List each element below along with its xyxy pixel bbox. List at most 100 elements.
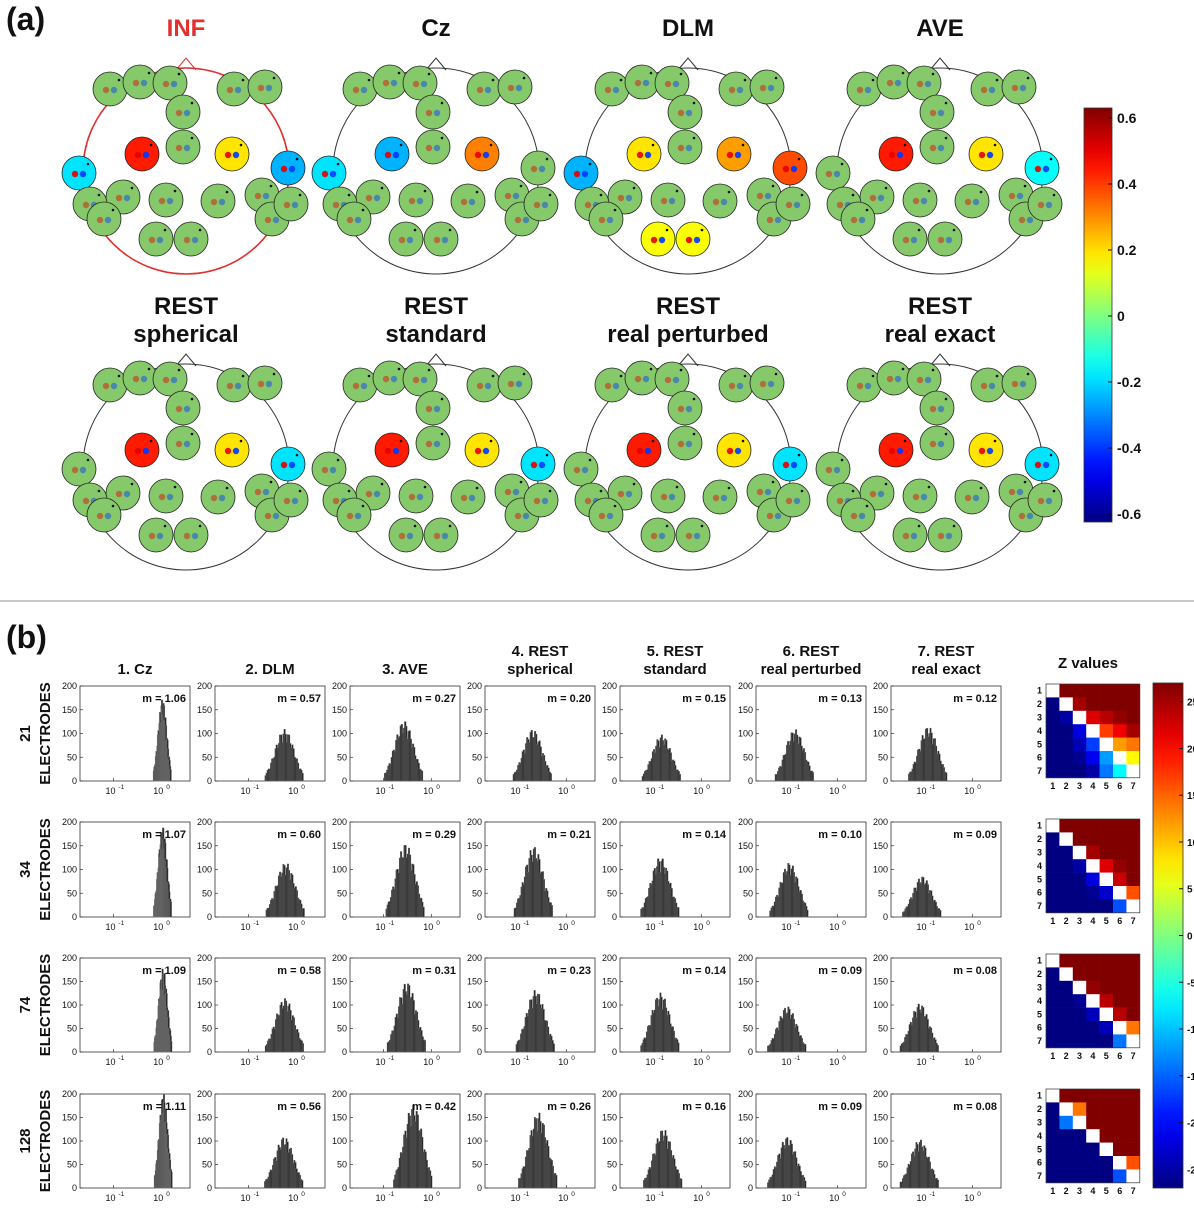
mean-label: m = 0.09 [818,965,862,977]
electrode-disk [815,451,851,487]
disk-hotspot [433,236,441,244]
disk-dot [1049,453,1053,457]
disk-dot [884,482,888,486]
x-tick-label-exp: 0 [301,920,305,927]
disk-hotspot [685,236,693,244]
z-cell [1113,684,1127,698]
x-tick-label-exp: 0 [301,1055,305,1062]
disk-dot [97,489,101,493]
x-tick-label-base: 10 [645,786,655,796]
disk-coldspot [972,198,980,206]
disk-coldspot [123,194,131,202]
disk-coldspot [937,109,945,117]
electrode-disk [342,367,378,403]
disk-coldspot [896,151,904,159]
disk-hotspot [980,86,988,94]
disk-coldspot [512,192,520,200]
disk-hotspot [476,86,484,94]
x-tick-label-exp: -1 [658,1055,664,1062]
disk-coldspot [1045,497,1053,505]
z-cell [1072,737,1087,752]
disk-coldspot [924,80,932,88]
disk-hotspot [664,376,672,384]
colorbar-b-gradient [1152,682,1184,1189]
y-tick-label: 100 [197,1136,212,1146]
z-row-tick: 6 [1037,888,1042,898]
z-cell [1072,886,1087,900]
z-cell [1126,1007,1141,1022]
disk-hotspot [584,497,592,505]
electrode-disk [892,221,928,257]
disk-coldspot [767,380,775,388]
electrode-disk [667,390,703,426]
electrode-disk [311,155,347,191]
x-tick-label-base: 10 [829,922,839,932]
disk-dot [427,368,431,372]
disk-hotspot [96,216,104,224]
disk-hotspot [352,86,360,94]
z-cell [1046,859,1060,873]
disk-dot [774,76,778,80]
disk-hotspot [346,512,354,520]
y-tick-label: 0 [883,912,888,922]
disk-coldspot [110,86,118,94]
x-tick-label-exp: 0 [706,1191,710,1198]
z-cell [1113,1142,1127,1157]
colorbar-b-tick-label: -10 [1187,1025,1194,1036]
z-row-tick: 2 [1037,969,1042,979]
z-cell [1059,1156,1074,1170]
disk-dot [489,143,493,147]
electrode-disk [247,365,283,401]
y-tick-label: 50 [67,752,77,762]
x-tick-label-base: 10 [916,786,926,796]
z-col-tick: 2 [1064,916,1069,926]
electrode-disk [388,221,424,257]
disk-hotspot [398,532,406,540]
z-cell [1113,994,1127,1008]
electrode-disk [336,201,372,237]
hist-frame [214,685,326,782]
disk-coldspot [937,405,945,413]
y-tick-label: 150 [738,1113,753,1123]
disk-dot [927,485,931,489]
disk-hotspot [115,490,123,498]
z-cell [1099,684,1114,698]
x-tick-label-exp: -1 [388,1055,394,1062]
mean-label: m = 0.14 [682,965,727,977]
mean-label: m = 0.26 [547,1101,591,1113]
electrode-disk [667,129,703,165]
y-tick-label: 200 [467,681,482,691]
disk-coldspot [140,79,148,87]
z-cell [1086,1142,1100,1157]
y-tick-label: 0 [612,912,617,922]
z-cell [1059,1089,1074,1103]
hist-bar [945,772,948,782]
electrode-disk [650,182,686,218]
disk-coldspot [291,201,299,209]
hist-frame [79,821,191,918]
disk-dot [871,78,875,82]
disk-dot [163,524,167,528]
disk-hotspot [382,79,390,87]
disk-dot [491,78,495,82]
disk-dot [269,184,273,188]
y-tick-label: 100 [197,729,212,739]
y-tick-label: 100 [62,729,77,739]
hist-bar [804,1044,807,1053]
z-row-tick: 6 [1037,1158,1042,1168]
x-tick-label-exp: 0 [436,1191,440,1198]
z-cell [1113,832,1127,847]
electrode-disk [372,64,408,100]
z-cell [1086,710,1100,725]
electrode-disk [970,71,1006,107]
nose [175,57,197,71]
z-cell [1072,1034,1087,1049]
z-col-tick: 5 [1104,781,1109,791]
disk-coldspot [833,466,841,474]
topomap-title: Cz [421,15,450,42]
z-cell [1099,994,1114,1008]
electrode-disk [138,221,174,257]
z-cell [1046,1115,1060,1130]
